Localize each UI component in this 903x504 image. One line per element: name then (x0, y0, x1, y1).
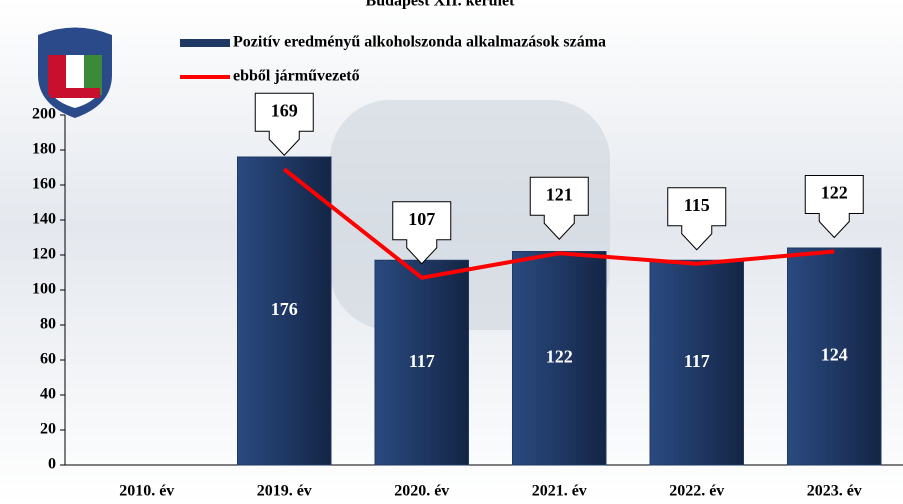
legend-label: ebből járművezető (233, 68, 360, 85)
x-tick-label: 2023. év (807, 483, 862, 500)
line-value-label: 121 (546, 184, 573, 204)
y-tick-label: 60 (40, 351, 56, 368)
legend-label: Pozitív eredményű alkoholszonda alkalmaz… (233, 34, 606, 51)
y-tick-label: 100 (32, 281, 56, 298)
legend-swatch (180, 39, 230, 47)
y-tick-label: 140 (32, 211, 56, 228)
y-tick-label: 120 (32, 246, 56, 263)
line-value-label: 107 (408, 209, 435, 229)
line-value-label: 122 (821, 183, 848, 203)
chart-title: Budapest XII. kerület (366, 0, 516, 10)
y-tick-label: 20 (40, 421, 56, 438)
chart: Budapest XII. kerület Pozitív eredményű … (0, 0, 903, 504)
x-tick-label: 2022. év (669, 483, 724, 500)
x-tick-label: 2021. év (532, 483, 587, 500)
y-tick-label: 160 (32, 176, 56, 193)
y-tick-label: 200 (32, 106, 56, 123)
page: {"chart_data": {"type": "bar", "title": … (0, 0, 903, 504)
y-tick-label: 80 (40, 316, 56, 333)
x-tick-label: 2010. év (119, 483, 174, 500)
y-tick-label: 180 (32, 141, 56, 158)
bar-value-label: 124 (821, 345, 848, 365)
line-value-label: 169 (271, 100, 298, 120)
x-tick-label: 2019. év (257, 483, 312, 500)
bar-value-label: 117 (684, 351, 710, 371)
bar-value-label: 122 (546, 346, 573, 366)
bar-value-label: 117 (409, 351, 435, 371)
x-tick-label: 2020. év (394, 483, 449, 500)
y-tick-label: 40 (40, 386, 56, 403)
line-value-label: 115 (684, 195, 710, 215)
bar-value-label: 176 (271, 299, 298, 319)
y-tick-label: 0 (48, 456, 56, 473)
